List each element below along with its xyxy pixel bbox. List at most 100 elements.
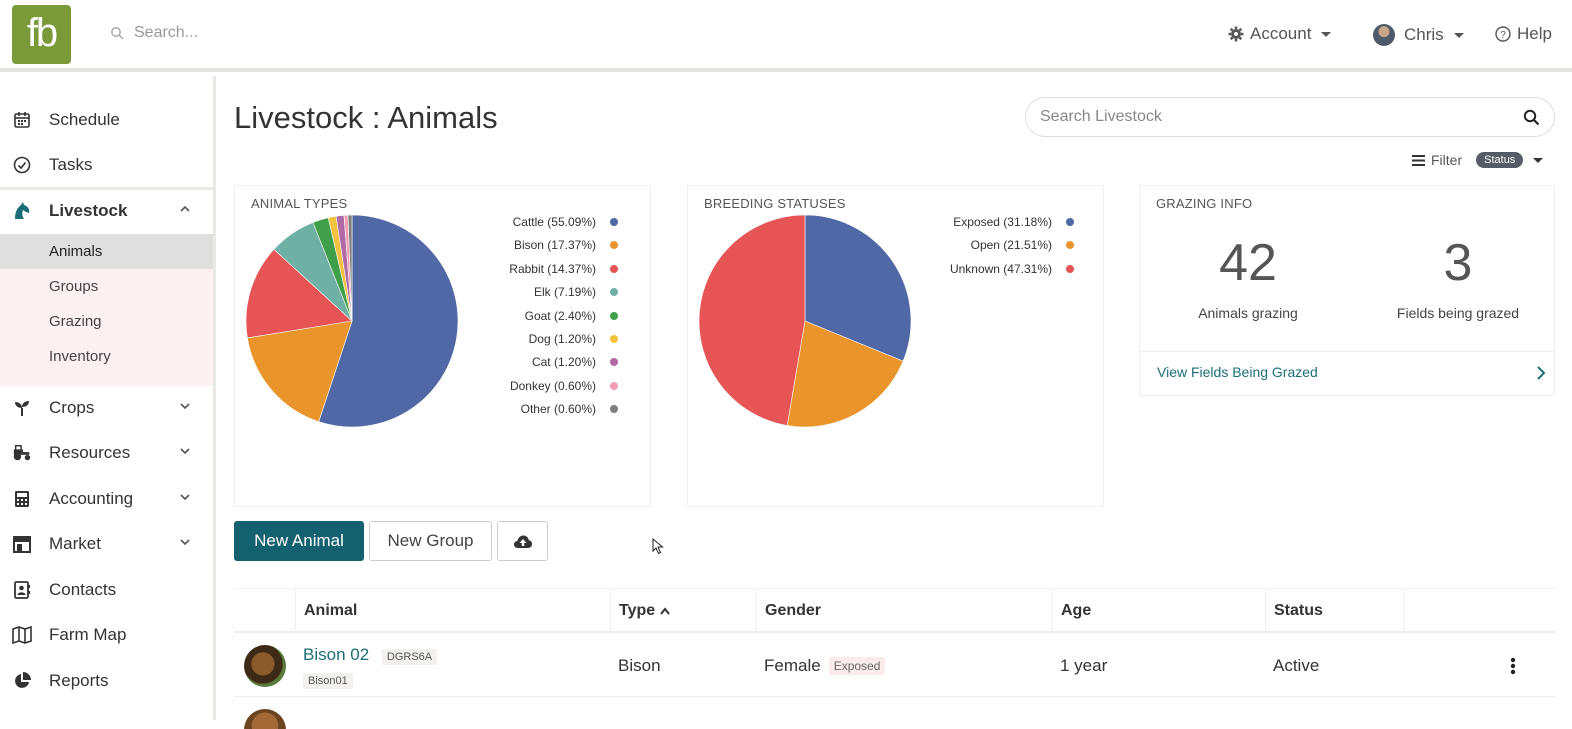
user-avatar xyxy=(1373,24,1395,46)
column-header-status[interactable]: Status xyxy=(1265,589,1403,633)
global-search-input[interactable] xyxy=(134,24,334,42)
legend-item[interactable]: Donkey (0.60%) xyxy=(510,378,618,394)
table-row[interactable] xyxy=(234,699,1555,729)
legend-item[interactable]: Unknown (47.31%) xyxy=(950,261,1074,277)
legend-swatch xyxy=(1066,264,1074,273)
address-book-icon xyxy=(12,580,32,600)
chevron-down-icon xyxy=(180,448,190,455)
help-label: Help xyxy=(1517,24,1552,43)
chart-title: ANIMAL TYPES xyxy=(251,196,348,211)
sidebar-item-label: Livestock xyxy=(49,201,128,220)
seedling-icon xyxy=(12,398,32,418)
sidebar-item-resources[interactable]: Resources xyxy=(0,431,213,475)
legend-swatch xyxy=(610,311,618,320)
legend-swatch xyxy=(610,381,618,390)
sidebar-item-accounting[interactable]: Accounting xyxy=(0,477,213,521)
legend-label: Bison (17.37%) xyxy=(513,238,596,253)
help-link[interactable]: ? Help xyxy=(1495,24,1552,44)
legend-item[interactable]: Rabbit (14.37%) xyxy=(509,261,618,277)
legend-item[interactable]: Other (0.60%) xyxy=(521,401,618,417)
pie-slice-rabbit[interactable] xyxy=(246,248,353,339)
sidebar-item-contacts[interactable]: Contacts xyxy=(0,568,213,612)
animal-sub-tag: Bison01 xyxy=(303,673,353,689)
search-icon[interactable] xyxy=(1523,109,1540,126)
sidebar-item-livestock[interactable]: Livestock xyxy=(0,189,213,233)
legend-item[interactable]: Exposed (31.18%) xyxy=(953,214,1074,230)
column-header-type[interactable]: Type xyxy=(610,589,756,633)
user-menu[interactable]: Chris xyxy=(1373,24,1464,46)
type-cell: Bison xyxy=(618,656,661,675)
sidebar-item-reports[interactable]: Reports xyxy=(0,659,213,703)
new-group-button[interactable]: New Group xyxy=(369,521,492,561)
sidebar-item-tasks[interactable]: Tasks xyxy=(0,143,213,187)
pie-slice-unknown[interactable] xyxy=(699,215,806,426)
sidebar-item-schedule[interactable]: Schedule xyxy=(0,98,213,142)
legend-swatch xyxy=(610,218,618,226)
legend-item[interactable]: Open (21.51%) xyxy=(971,237,1074,253)
sidebar-subitem-inventory[interactable]: Inventory xyxy=(49,348,111,365)
column-header-age[interactable]: Age xyxy=(1052,589,1265,633)
sidebar-item-crops[interactable]: Crops xyxy=(0,386,213,430)
actions-column-header xyxy=(1403,589,1555,633)
legend-swatch xyxy=(610,358,618,367)
question-circle-icon: ? xyxy=(1495,26,1511,42)
caret-down-icon xyxy=(1453,32,1464,38)
legend-label: Cattle (55.09%) xyxy=(512,215,596,229)
column-header-label: Type xyxy=(619,602,656,619)
sidebar-subitem-animals[interactable]: Animals xyxy=(0,234,213,269)
farmbrite-logo[interactable]: fb xyxy=(12,5,71,64)
legend-label: Cat (1.20%) xyxy=(531,355,596,370)
pie-slice-bison[interactable] xyxy=(247,320,353,423)
list-icon xyxy=(1412,154,1425,166)
gender-value: Female xyxy=(764,656,821,675)
upload-button[interactable] xyxy=(497,521,548,561)
table-row[interactable]: Bison 02 DGRS6A Bison01 Bison Female Exp… xyxy=(234,635,1555,697)
svg-text:?: ? xyxy=(1500,30,1506,41)
animal-photo xyxy=(244,709,286,729)
column-header-animal[interactable]: Animal xyxy=(295,589,610,633)
pie-slice-exposed[interactable] xyxy=(804,215,912,362)
view-fields-link[interactable]: View Fields Being Grazed xyxy=(1157,364,1318,380)
legend-item[interactable]: Cattle (55.09%) xyxy=(513,214,618,230)
age-cell: 1 year xyxy=(1060,656,1108,675)
legend-label: Elk (7.19%) xyxy=(533,285,596,300)
fields-grazed-label: Fields being grazed xyxy=(1396,305,1520,321)
account-menu[interactable]: Account xyxy=(1228,24,1332,44)
sidebar-item-farm-map[interactable]: Farm Map xyxy=(0,613,213,657)
global-search xyxy=(110,24,334,42)
check-circle-icon xyxy=(12,155,32,175)
sort-asc-icon xyxy=(660,607,670,615)
sidebar-subitem-groups[interactable]: Groups xyxy=(49,278,99,295)
column-header-gender[interactable]: Gender xyxy=(756,589,1052,633)
filter-dropdown[interactable]: Filter Status xyxy=(1412,152,1544,168)
more-vertical-icon[interactable] xyxy=(1510,657,1516,675)
pie-slice-other[interactable] xyxy=(347,215,353,322)
livestock-search-input[interactable] xyxy=(1040,108,1523,126)
chevron-down-icon xyxy=(180,403,190,410)
page-title: Livestock : Animals xyxy=(234,100,498,135)
pie-slice-open[interactable] xyxy=(786,320,904,428)
legend-item[interactable]: Bison (17.37%) xyxy=(514,237,618,253)
animal-name-cell: Bison 02 DGRS6A Bison01 xyxy=(303,645,438,689)
animals-table: Animal Type Gender Age Status Bison 02 D… xyxy=(234,588,1555,729)
calculator-icon xyxy=(12,489,32,509)
legend-item[interactable]: Goat (2.40%) xyxy=(525,308,618,324)
top-navbar: fb Account Chris ? Help xyxy=(0,0,1572,72)
legend-swatch xyxy=(610,264,618,273)
table-header: Animal Type Gender Age Status xyxy=(234,589,1555,633)
legend-item[interactable]: Elk (7.19%) xyxy=(534,284,618,300)
sidebar-item-label: Market xyxy=(49,534,101,553)
legend-item[interactable]: Dog (1.20%) xyxy=(529,331,618,347)
sidebar-subitem-grazing[interactable]: Grazing xyxy=(49,313,102,330)
legend-swatch xyxy=(610,405,618,414)
view-fields-row[interactable]: View Fields Being Grazed xyxy=(1140,351,1554,393)
legend-item[interactable]: Cat (1.20%) xyxy=(532,354,618,370)
animal-name-link[interactable]: Bison 02 xyxy=(303,645,370,664)
pie-slice-cattle[interactable] xyxy=(318,215,459,428)
new-animal-button[interactable]: New Animal xyxy=(234,521,364,561)
sidebar: Schedule Tasks Livestock Animals Groups … xyxy=(0,76,216,720)
sidebar-item-market[interactable]: Market xyxy=(0,522,213,566)
chevron-right-icon[interactable] xyxy=(1536,366,1546,380)
chevron-up-icon xyxy=(180,205,190,212)
legend-label: Goat (2.40%) xyxy=(524,308,596,323)
